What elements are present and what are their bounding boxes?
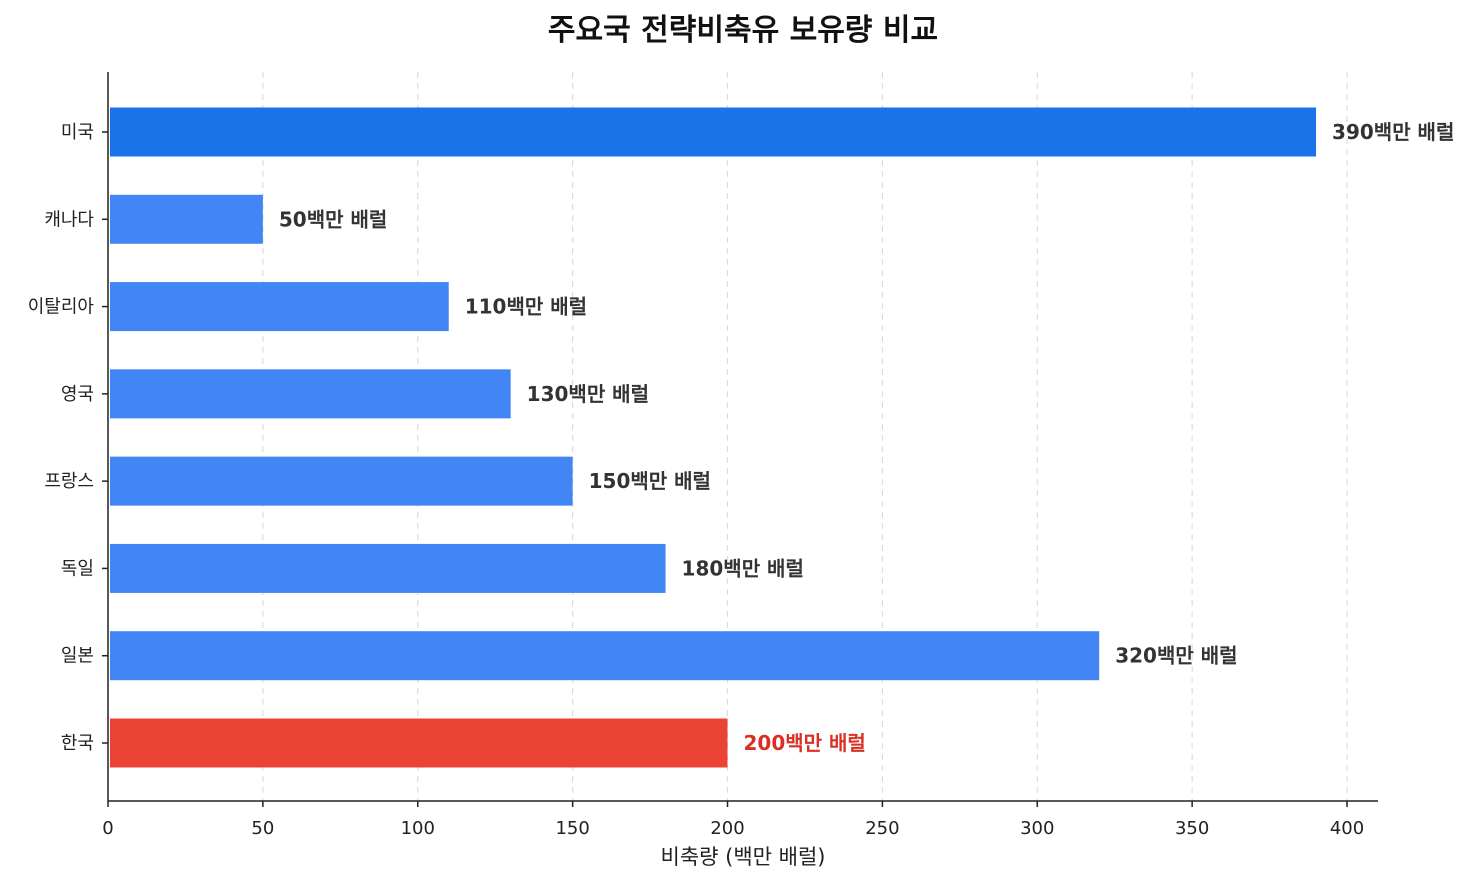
bar [110, 107, 1317, 157]
y-tick-label: 영국 [61, 384, 94, 405]
bar-value-label: 200백만 배럴 [744, 731, 866, 755]
bar-value-label: 110백만 배럴 [465, 295, 587, 319]
chart-title: 주요국 전략비축유 보유량 비교 [548, 13, 938, 48]
bars [110, 107, 1317, 768]
x-tick-label: 50 [251, 818, 274, 839]
x-tick-label: 300 [1020, 818, 1054, 839]
bar-value-label: 390백만 배럴 [1332, 120, 1454, 144]
y-tick-label: 캐나다 [44, 209, 94, 230]
bar [110, 282, 449, 332]
x-axis-title: 비축량 (백만 배럴) [661, 845, 826, 869]
x-tick-label: 400 [1330, 818, 1364, 839]
x-tick-label: 250 [865, 818, 899, 839]
bar [110, 543, 666, 593]
bar [110, 456, 573, 506]
bar [110, 194, 263, 244]
bar [110, 718, 728, 768]
y-tick-label: 이탈리아 [28, 297, 95, 318]
y-tick-label: 한국 [61, 733, 94, 754]
x-tick-label: 200 [710, 818, 744, 839]
y-tick-label: 독일 [61, 558, 94, 579]
x-tick-label: 150 [555, 818, 589, 839]
x-tick-label: 100 [401, 818, 435, 839]
y-tick-label: 미국 [61, 122, 94, 143]
data-labels: 390백만 배럴 50백만 배럴 110백만 배럴 130백만 배럴 150백만 배럴 1… [279, 120, 1454, 755]
bar-value-label: 320백만 배럴 [1115, 644, 1237, 668]
bar [110, 369, 511, 419]
x-tick-label: 0 [102, 818, 113, 839]
x-tick-label: 350 [1175, 818, 1209, 839]
bar [110, 631, 1100, 681]
grid-lines [262, 72, 1348, 801]
bar-value-label: 50백만 배럴 [279, 207, 387, 231]
bar-value-label: 150백만 배럴 [589, 469, 711, 493]
y-tick-label: 프랑스 [44, 471, 94, 492]
bar-value-label: 180백만 배럴 [682, 556, 804, 580]
y-tick-label: 일본 [61, 646, 94, 667]
bar-value-label: 130백만 배럴 [527, 382, 649, 406]
